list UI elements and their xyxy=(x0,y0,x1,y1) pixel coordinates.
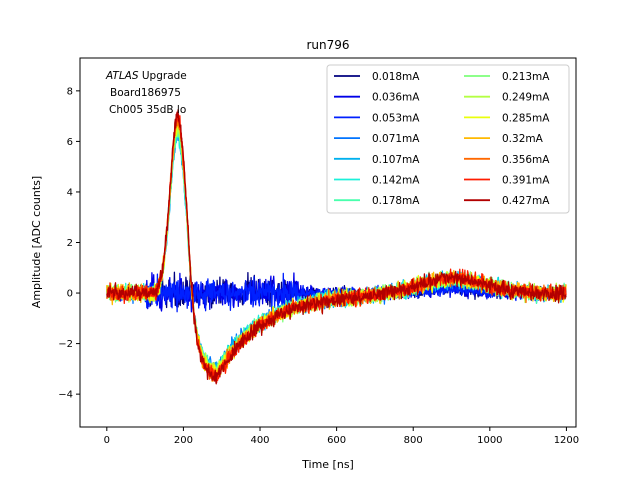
legend-label: 0.178mA xyxy=(372,195,420,207)
legend: 0.018mA 0.036mA 0.053mA 0.071mA 0.107mA 0.142… xyxy=(326,64,570,214)
series-layer xyxy=(106,109,567,385)
legend-label: 0.142mA xyxy=(372,175,420,187)
x-tick-label: 400 xyxy=(250,435,269,446)
series-line-0.427mA xyxy=(106,109,567,385)
legend-label: 0.071mA xyxy=(372,133,420,145)
x-tick-label: 0 xyxy=(104,435,110,446)
legend-label: 0.32mA xyxy=(502,133,544,145)
y-tick-label: 2 xyxy=(67,238,73,249)
x-axis: 0 200 400 600 800 1000 1200 xyxy=(104,427,579,446)
y-tick-label: −4 xyxy=(58,390,73,401)
atlas-annotation: ATLAS Upgrade Board186975 Ch005 35dB lo xyxy=(105,70,187,116)
annotation-line-2: Board186975 xyxy=(110,87,181,99)
y-tick-label: 0 xyxy=(67,289,73,300)
y-axis-label: Amplitude [ADC counts] xyxy=(30,176,43,308)
y-tick-label: −2 xyxy=(58,339,73,350)
legend-label: 0.018mA xyxy=(372,71,420,83)
legend-label: 0.213mA xyxy=(502,71,550,83)
legend-label: 0.285mA xyxy=(502,112,550,124)
legend-label: 0.391mA xyxy=(502,175,550,187)
legend-label: 0.249mA xyxy=(502,92,550,104)
y-tick-label: 8 xyxy=(67,86,73,97)
legend-label: 0.053mA xyxy=(372,112,420,124)
x-axis-label: Time [ns] xyxy=(301,458,354,471)
legend-box xyxy=(326,64,570,214)
annotation-line-3: Ch005 35dB lo xyxy=(109,104,186,116)
y-tick-label: 4 xyxy=(67,187,73,198)
y-axis: −4 −2 0 2 4 6 8 xyxy=(58,86,80,401)
legend-label: 0.427mA xyxy=(502,195,550,207)
x-tick-label: 1000 xyxy=(477,435,502,446)
chart-title: run796 xyxy=(306,38,349,52)
x-tick-label: 200 xyxy=(174,435,193,446)
annotation-line-1: ATLAS Upgrade xyxy=(105,70,187,82)
y-tick-label: 6 xyxy=(67,137,73,148)
x-tick-label: 800 xyxy=(404,435,423,446)
legend-label: 0.356mA xyxy=(502,154,550,166)
x-tick-label: 600 xyxy=(327,435,346,446)
legend-label: 0.107mA xyxy=(372,154,420,166)
legend-label: 0.036mA xyxy=(372,92,420,104)
x-tick-label: 1200 xyxy=(554,435,579,446)
